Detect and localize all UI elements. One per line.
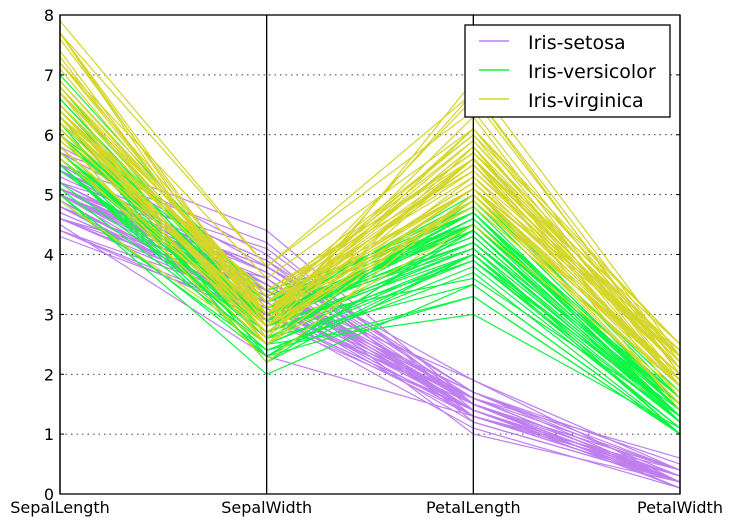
x-tick-labels: SepalLength SepalWidth PetalLength PetalWid… (10, 498, 723, 517)
y-tick-label: 6 (44, 126, 54, 145)
data-line (59, 164, 681, 435)
data-line (59, 104, 681, 375)
data-line (59, 110, 681, 363)
data-line (59, 140, 681, 387)
y-tick-label: 5 (44, 186, 54, 205)
data-line (59, 200, 681, 393)
x-tick-label-petalwidth: PetalWidth (637, 498, 723, 517)
y-tick-label: 7 (44, 66, 54, 85)
data-line (59, 92, 681, 351)
legend: Iris-setosa Iris-versicolor Iris-virgini… (464, 24, 671, 118)
y-tick-label: 3 (44, 305, 54, 324)
data-line (59, 146, 681, 381)
x-tick-label-petallength: PetalLength (426, 498, 521, 517)
x-tick-label-sepallength: SepalLength (10, 498, 110, 517)
y-tick-label: 1 (44, 425, 54, 444)
y-tick-label: 8 (44, 6, 54, 25)
y-tick-labels: 0 1 2 3 4 5 6 7 8 (44, 6, 680, 504)
x-tick-label-sepalwidth: SepalWidth (221, 498, 312, 517)
data-line (59, 86, 681, 357)
y-tick-label: 4 (44, 246, 54, 265)
legend-label-virginica: Iris-virginica (528, 90, 644, 112)
series-iris-virginica (59, 20, 681, 411)
data-line (59, 32, 681, 363)
data-line (59, 134, 681, 405)
data-line (59, 194, 681, 435)
legend-label-setosa: Iris-setosa (528, 32, 626, 54)
legend-label-versicolor: Iris-versicolor (528, 61, 656, 83)
data-line (59, 164, 681, 417)
data-line (59, 188, 681, 429)
data-line (59, 62, 681, 345)
data-line (59, 92, 681, 345)
data-line (59, 122, 681, 357)
data-line (59, 32, 681, 375)
y-tick-label: 2 (44, 365, 54, 384)
y-tick-label: 0 (44, 485, 54, 504)
data-lines (59, 20, 681, 489)
